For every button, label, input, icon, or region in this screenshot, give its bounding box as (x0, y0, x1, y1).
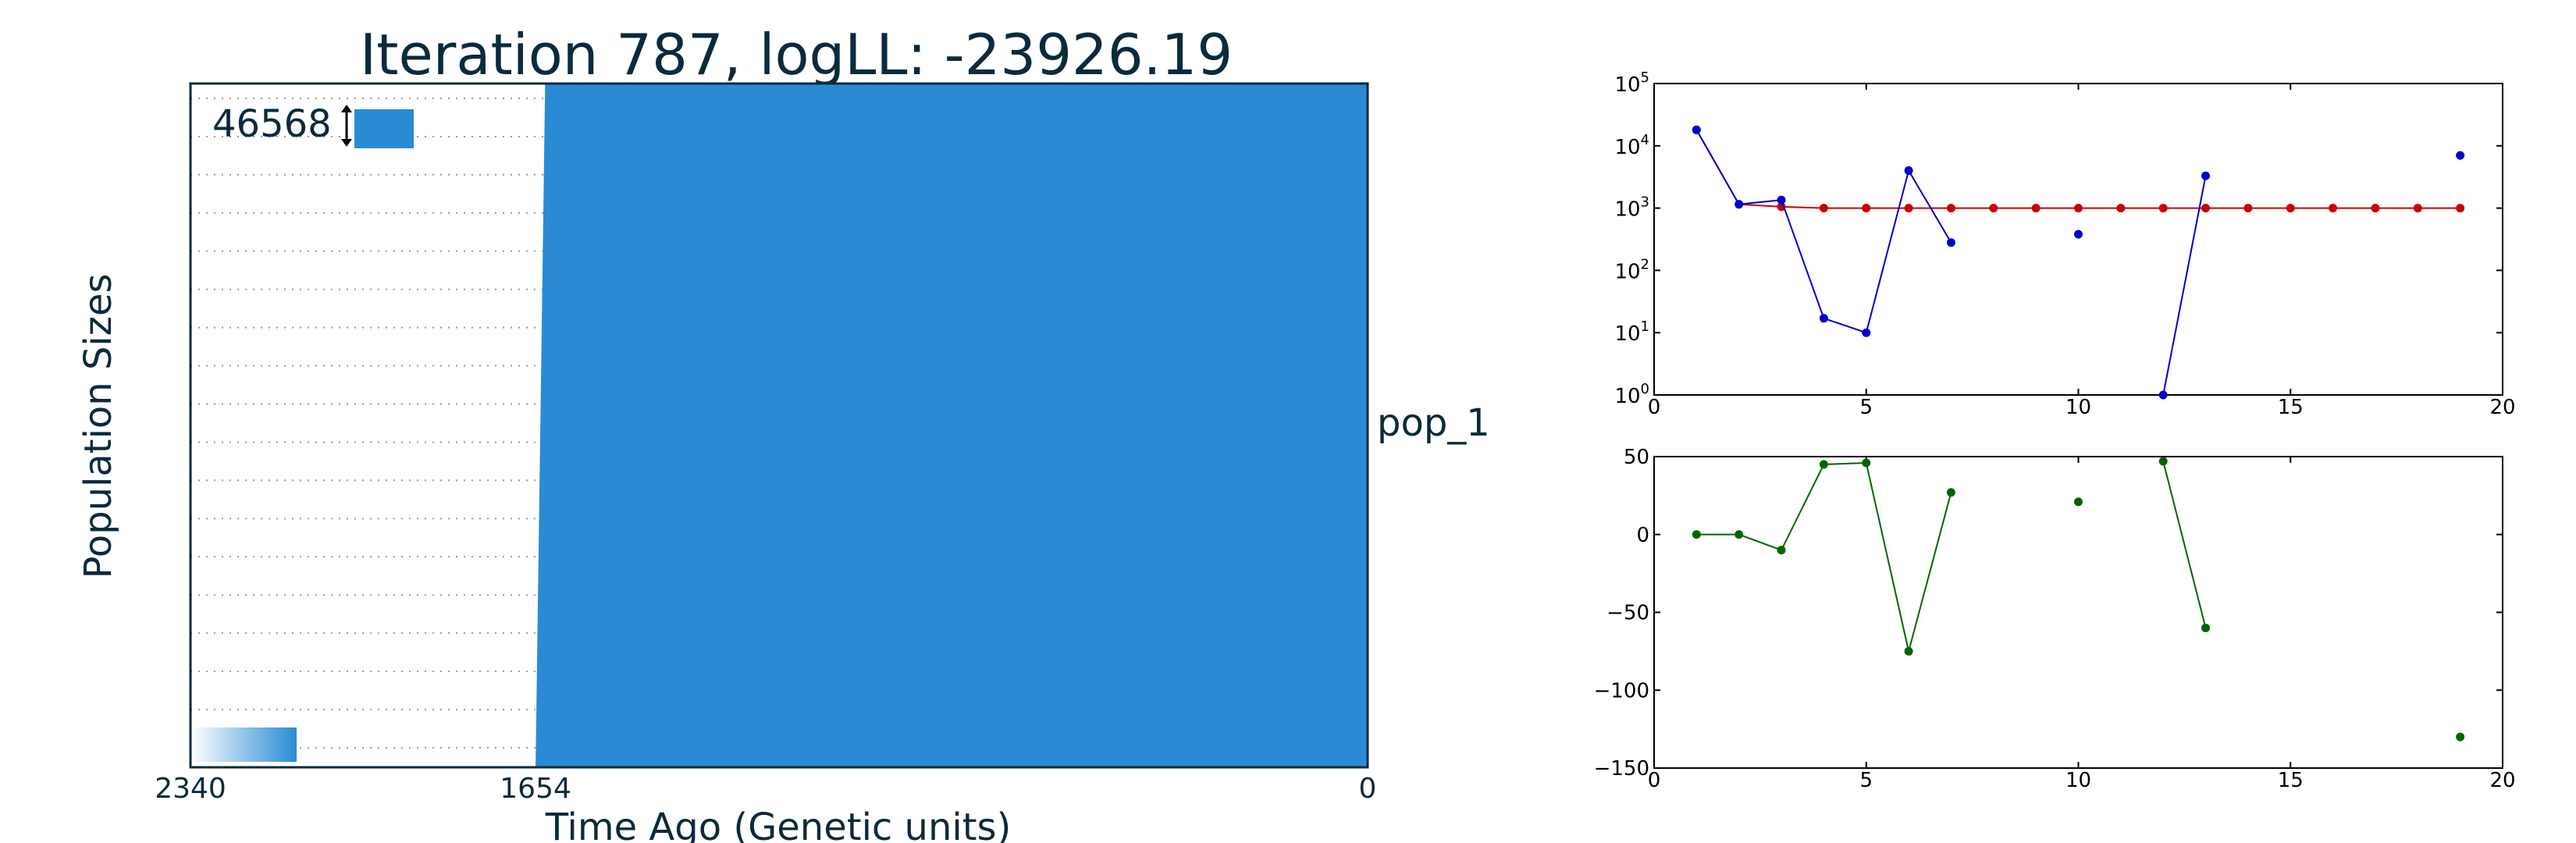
data-point (2413, 204, 2422, 213)
x-tick-label: 15 (2278, 769, 2304, 792)
data-point (1777, 546, 1786, 555)
log-scale-chart: 0 5 10 15 20 100 101 102 103 104 105 (1614, 69, 2515, 419)
y-tick-label: 102 (1614, 256, 1649, 283)
y-tick-label: 103 (1614, 194, 1649, 222)
gridlines (190, 98, 1368, 749)
data-point (2243, 204, 2253, 213)
data-point (2456, 204, 2465, 213)
plot-frame-top (1653, 83, 2503, 396)
data-point (1735, 530, 1744, 539)
series-label-pop-1: pop_1 (1377, 401, 1490, 445)
linear-scale-chart: 0 5 10 15 20 50 0 −50 −100 −150 (1594, 446, 2516, 792)
y-tick-label: 0 (1636, 524, 1649, 547)
data-point (2201, 204, 2211, 213)
data-point (1777, 195, 1786, 205)
plot-frame (189, 82, 1369, 769)
y-tick-label: 104 (1614, 132, 1649, 159)
data-point (2456, 151, 2465, 160)
x-tick-label: 5 (1859, 396, 1873, 419)
data-point (1989, 204, 1998, 213)
pop-1-area (535, 84, 1368, 767)
population-chart: 46568 2340 1654 0 Time Ago (Genetic unit… (76, 82, 1490, 843)
series-group (1692, 457, 2465, 742)
data-point (1862, 458, 1871, 468)
x-tick-label: 15 (2278, 396, 2304, 419)
data-point (1862, 204, 1871, 213)
y-tick-label: −100 (1594, 679, 1649, 702)
data-point (2074, 204, 2083, 213)
y-tick-labels: 50 0 −50 −100 −150 (1594, 446, 1649, 781)
data-point (2074, 229, 2083, 239)
data-point (1904, 646, 1913, 656)
series-group (1692, 125, 2465, 400)
data-point (2158, 390, 2168, 400)
data-point (1946, 238, 1955, 247)
data-point (1819, 460, 1828, 469)
scale-bar-rect (354, 109, 414, 148)
series-line (1696, 461, 1952, 652)
series-line (1695, 129, 2460, 209)
data-point (2116, 204, 2126, 213)
data-point (2201, 623, 2211, 632)
y-tick-label: −50 (1606, 602, 1649, 625)
axis-ticks (1653, 456, 2503, 769)
data-point (2286, 204, 2295, 213)
x-tick-label: 0 (1359, 773, 1377, 805)
data-point (2158, 457, 2168, 466)
scale-bar-label: 46568 (212, 102, 332, 146)
time-scale-gradient (190, 727, 297, 762)
data-point (1692, 530, 1701, 539)
data-point (1819, 314, 1828, 323)
x-tick-label: 10 (2065, 396, 2091, 419)
data-point (1735, 200, 1744, 209)
data-point (2201, 171, 2211, 180)
data-point (1819, 204, 1828, 213)
x-tick-label: 20 (2489, 396, 2515, 419)
x-axis-label: Time Ago (Genetic units) (545, 806, 1012, 843)
data-point (2031, 204, 2041, 213)
y-tick-label: 101 (1614, 318, 1649, 346)
data-point (2456, 732, 2465, 742)
x-tick-label: 1654 (500, 773, 571, 805)
x-tick-label: 10 (2065, 769, 2091, 792)
data-point (1904, 166, 1913, 176)
data-point (2158, 204, 2168, 213)
data-point (1692, 125, 1701, 134)
chart-title: Iteration 787, logLL: -23926.19 (360, 22, 1233, 87)
series-line (1695, 129, 1952, 334)
axis-ticks (1653, 83, 2503, 396)
x-tick-label: 5 (1859, 769, 1873, 792)
data-point (2371, 204, 2380, 213)
series-line (2162, 176, 2207, 396)
y-tick-label: 50 (1624, 446, 1649, 469)
x-tick-labels: 0 5 10 15 20 (1648, 396, 2516, 419)
x-tick-label: 2340 (155, 773, 226, 805)
y-axis-label: Population Sizes (76, 274, 120, 579)
y-tick-label: 105 (1614, 69, 1649, 97)
x-tick-label: 20 (2489, 769, 2515, 792)
series-line (2162, 461, 2207, 628)
y-tick-label: −150 (1594, 757, 1649, 781)
y-tick-label: 100 (1614, 381, 1649, 408)
data-point (2329, 204, 2338, 213)
x-tick-labels: 0 5 10 15 20 (1648, 769, 2516, 792)
data-point (1904, 204, 1913, 213)
x-tick-label: 0 (1648, 396, 1661, 419)
data-point (1946, 488, 1955, 497)
data-point (1946, 204, 1955, 213)
scale-bar-arrow (341, 105, 352, 147)
data-point (2074, 497, 2083, 507)
data-point (1862, 328, 1871, 337)
x-tick-label: 0 (1648, 769, 1661, 792)
y-tick-labels: 100 101 102 103 104 105 (1614, 69, 1649, 408)
